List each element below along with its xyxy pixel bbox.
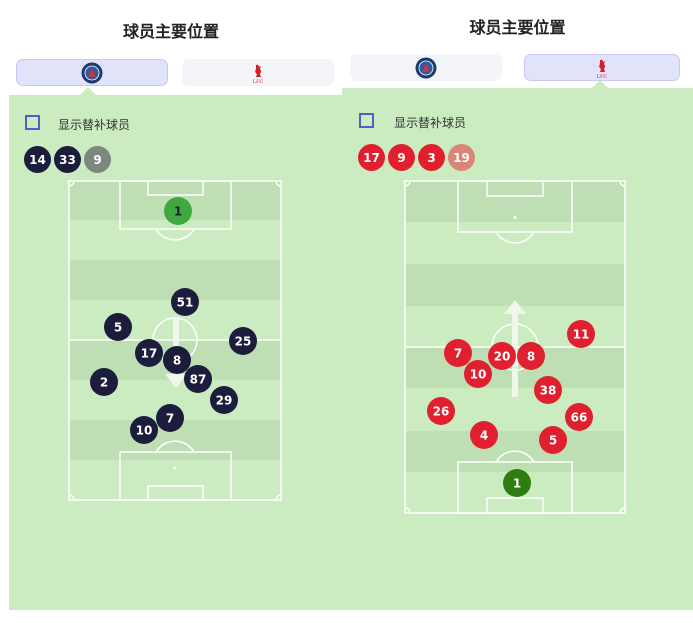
psg-crest-icon xyxy=(81,62,103,83)
player-dot[interactable] xyxy=(464,360,492,388)
player-number: 66 xyxy=(571,411,588,425)
player-marker[interactable]: 38 xyxy=(534,376,562,404)
player-number: 2 xyxy=(100,376,108,390)
player-number: 7 xyxy=(166,412,174,426)
player-dot[interactable] xyxy=(163,346,191,374)
substitute-chip[interactable]: 17 xyxy=(358,144,385,171)
player-dot[interactable] xyxy=(210,386,238,414)
player-number: 5 xyxy=(114,321,122,335)
substitute-chip[interactable]: 33 xyxy=(54,146,81,173)
player-number: 1 xyxy=(513,477,521,491)
player-dot[interactable] xyxy=(565,403,593,431)
player-dot[interactable] xyxy=(567,320,595,348)
player-marker[interactable]: 17 xyxy=(135,339,163,367)
player-dot[interactable] xyxy=(156,404,184,432)
psg-crest-icon xyxy=(415,57,437,78)
player-number: 25 xyxy=(235,335,252,349)
player-dot[interactable] xyxy=(184,365,212,393)
player-dot[interactable] xyxy=(104,313,132,341)
player-marker[interactable]: 66 xyxy=(565,403,593,431)
player-dot[interactable] xyxy=(164,197,192,225)
active-tab-pointer xyxy=(592,80,608,88)
tab-psg[interactable] xyxy=(350,54,502,81)
show-subs-checkbox[interactable] xyxy=(25,115,40,130)
team-panel-psg: 球员主要位置 LFC 显示替补球员 14 33 9 1 51 5 25 17 8 87 2 29 7 10 xyxy=(0,0,342,623)
player-marker[interactable]: 29 xyxy=(210,386,238,414)
player-marker[interactable]: 11 xyxy=(567,320,595,348)
player-number: 8 xyxy=(527,350,535,364)
player-dot[interactable] xyxy=(470,421,498,449)
player-marker[interactable]: 26 xyxy=(427,397,455,425)
player-dot[interactable] xyxy=(427,397,455,425)
substitute-chip[interactable]: 14 xyxy=(24,146,51,173)
player-marker[interactable]: 2 xyxy=(90,368,118,396)
player-dot[interactable] xyxy=(534,376,562,404)
substitute-chip[interactable]: 3 xyxy=(418,144,445,171)
player-dot[interactable] xyxy=(135,339,163,367)
player-number: 1 xyxy=(174,205,182,219)
player-number: 10 xyxy=(136,424,153,438)
tab-liverpool[interactable]: LFC xyxy=(182,59,334,86)
player-dot[interactable] xyxy=(488,342,516,370)
player-number: 5 xyxy=(549,434,557,448)
substitutes-list: 14 33 9 xyxy=(24,146,111,173)
player-number: 38 xyxy=(540,384,557,398)
substitutes-list: 17 9 3 19 xyxy=(358,144,475,171)
lfc-liverbird-icon: LFC xyxy=(597,59,608,80)
player-number: 4 xyxy=(480,429,488,443)
panel-title: 球员主要位置 xyxy=(469,18,566,37)
player-number: 87 xyxy=(190,373,207,387)
player-dot[interactable] xyxy=(539,426,567,454)
show-subs-checkbox[interactable] xyxy=(359,113,374,128)
player-number: 29 xyxy=(216,394,233,408)
tab-liverpool[interactable]: LFC xyxy=(524,54,680,81)
player-dot[interactable] xyxy=(229,327,257,355)
player-marker[interactable]: 7 xyxy=(444,339,472,367)
player-marker[interactable]: 20 xyxy=(488,342,516,370)
svg-text:LFC: LFC xyxy=(253,79,264,85)
panel-title: 球员主要位置 xyxy=(122,22,219,41)
player-dot[interactable] xyxy=(90,368,118,396)
player-marker[interactable]: 1 xyxy=(503,469,531,497)
show-subs-label: 显示替补球员 xyxy=(58,118,131,132)
player-marker[interactable]: 10 xyxy=(464,360,492,388)
substitute-chip[interactable]: 9 xyxy=(84,146,111,173)
player-dot[interactable] xyxy=(444,339,472,367)
player-dot[interactable] xyxy=(503,469,531,497)
player-dot[interactable] xyxy=(517,342,545,370)
player-number: 11 xyxy=(573,328,590,342)
player-marker[interactable]: 1 xyxy=(164,197,192,225)
player-marker[interactable]: 4 xyxy=(470,421,498,449)
player-marker[interactable]: 10 xyxy=(130,416,158,444)
svg-text:LFC: LFC xyxy=(597,74,608,80)
player-dot[interactable] xyxy=(130,416,158,444)
player-marker[interactable]: 8 xyxy=(517,342,545,370)
active-tab-pointer xyxy=(80,87,96,95)
player-marker[interactable]: 5 xyxy=(539,426,567,454)
player-marker[interactable]: 5 xyxy=(104,313,132,341)
substitute-chip[interactable]: 9 xyxy=(388,144,415,171)
show-subs-label: 显示替补球员 xyxy=(394,116,467,130)
player-marker[interactable]: 7 xyxy=(156,404,184,432)
team-panel-liverpool: 球员主要位置 LFC 显示替补球员 17 9 3 19 11 7 20 8 10 38 26 66 4 5 1 xyxy=(342,0,693,623)
player-marker[interactable]: 51 xyxy=(171,288,199,316)
player-number: 20 xyxy=(494,350,511,364)
player-number: 10 xyxy=(470,368,487,382)
substitute-chip[interactable]: 19 xyxy=(448,144,475,171)
player-number: 26 xyxy=(433,405,450,419)
player-marker[interactable]: 25 xyxy=(229,327,257,355)
player-dot[interactable] xyxy=(171,288,199,316)
player-number: 8 xyxy=(173,354,181,368)
player-marker[interactable]: 8 xyxy=(163,346,191,374)
player-marker[interactable]: 87 xyxy=(184,365,212,393)
tab-psg[interactable] xyxy=(16,59,168,86)
player-number: 51 xyxy=(177,296,194,310)
player-number: 17 xyxy=(141,347,158,361)
player-number: 7 xyxy=(454,347,462,361)
lfc-liverbird-icon: LFC xyxy=(253,64,264,85)
